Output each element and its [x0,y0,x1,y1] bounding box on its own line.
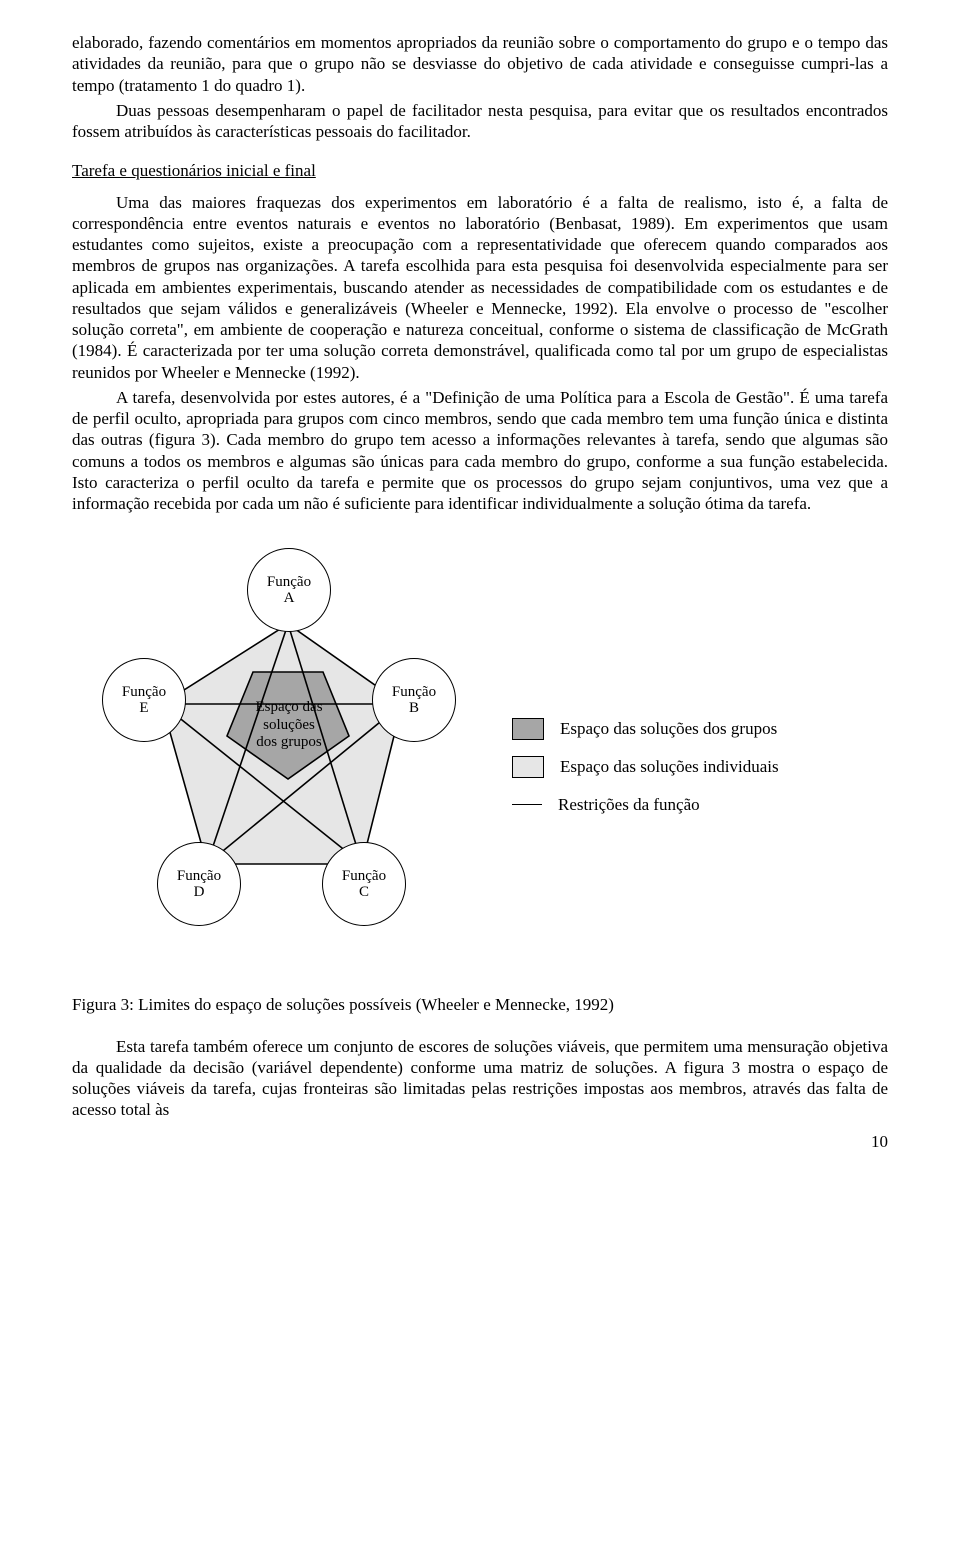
node-label-bot: A [284,590,295,607]
center-label: Espaço das soluções dos grupos [244,699,334,751]
legend-text: Restrições da função [558,794,700,815]
node-funcao-c: Função C [322,842,406,926]
node-label-top: Função [267,574,311,591]
center-label-line: dos grupos [256,734,321,750]
paragraph: Uma das maiores fraquezas dos experiment… [72,192,888,383]
legend-row-individual-space: Espaço das soluções individuais [512,756,888,778]
legend-text: Espaço das soluções dos grupos [560,718,777,739]
node-funcao-a: Função A [247,548,331,632]
node-funcao-e: Função E [102,658,186,742]
paragraph: Duas pessoas desempenharam o papel de fa… [72,100,888,143]
node-funcao-d: Função D [157,842,241,926]
legend-text: Espaço das soluções individuais [560,756,779,777]
figure-legend: Espaço das soluções dos grupos Espaço da… [502,678,888,831]
legend-line-icon [512,804,542,805]
page-number: 10 [72,1131,888,1152]
legend-row-group-space: Espaço das soluções dos grupos [512,718,888,740]
section-heading: Tarefa e questionários inicial e final [72,160,888,181]
center-label-line: soluções [263,717,315,733]
paragraph: Esta tarefa também oferece um conjunto d… [72,1036,888,1121]
legend-row-restrictions: Restrições da função [512,794,888,815]
node-label-bot: C [359,884,369,901]
node-label-bot: E [139,700,148,717]
legend-swatch-light [512,756,544,778]
node-label-top: Função [342,868,386,885]
star-diagram: Função A Função B Função C Função D Funç… [72,544,502,964]
node-label-bot: D [194,884,205,901]
node-label-top: Função [122,684,166,701]
node-label-top: Função [392,684,436,701]
figure-caption: Figura 3: Limites do espaço de soluções … [72,994,888,1015]
legend-swatch-dark [512,718,544,740]
figure-3: Função A Função B Função C Função D Funç… [72,544,888,964]
node-funcao-b: Função B [372,658,456,742]
paragraph: elaborado, fazendo comentários em moment… [72,32,888,96]
paragraph: A tarefa, desenvolvida por estes autores… [72,387,888,515]
node-label-bot: B [409,700,419,717]
node-label-top: Função [177,868,221,885]
center-label-line: Espaço das [255,699,322,715]
